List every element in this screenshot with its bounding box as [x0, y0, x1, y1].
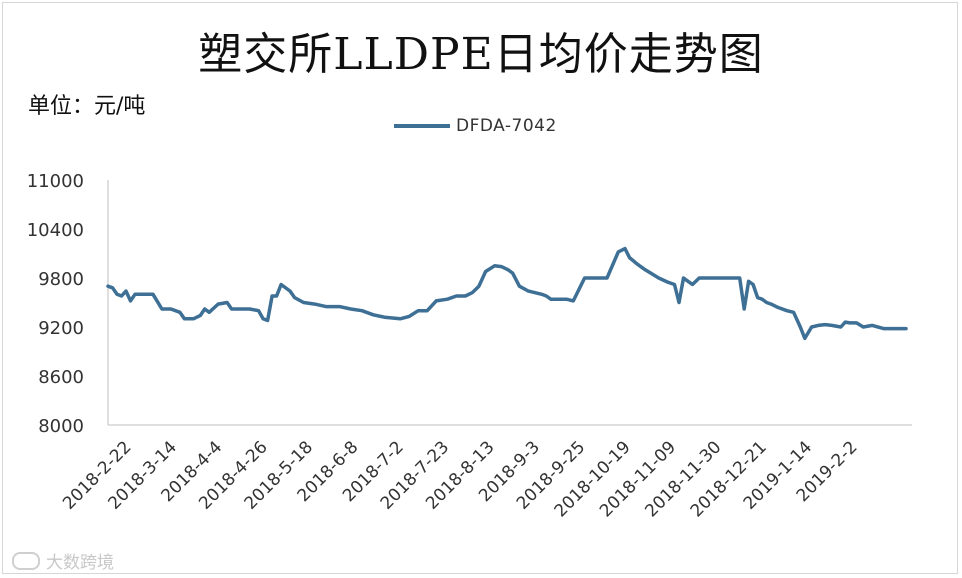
y-tick-label: 8000 [38, 416, 84, 437]
y-tick-label: 8600 [38, 367, 84, 388]
watermark: 大数跨境 [12, 548, 114, 573]
y-tick-label: 9200 [38, 318, 84, 339]
y-tick-label: 10400 [27, 220, 84, 241]
series-line-dfda-7042 [106, 246, 908, 341]
watermark-text: 大数跨境 [46, 553, 114, 573]
chart-title: 塑交所LLDPE日均价走势图 [198, 29, 764, 80]
legend-swatch [394, 124, 450, 128]
y-tick-label: 9800 [38, 269, 84, 290]
y-tick-label: 11000 [27, 171, 84, 192]
legend: DFDA-7042 [394, 114, 557, 138]
legend-label: DFDA-7042 [456, 116, 557, 136]
unit-label: 单位：元/吨 [28, 94, 146, 119]
watermark-logo-icon [12, 551, 40, 570]
